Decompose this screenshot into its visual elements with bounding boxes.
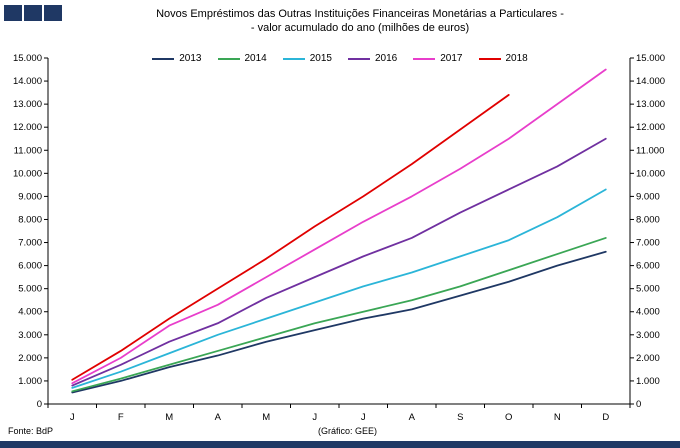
- y-tick-label-right: 8.000: [636, 214, 660, 225]
- y-tick-label-right: 0: [636, 399, 641, 410]
- legend-line-swatch: [348, 57, 370, 60]
- x-tick-label: N: [554, 412, 561, 422]
- x-tick-label: J: [70, 412, 75, 422]
- logo-square: [24, 5, 42, 21]
- y-tick-label-right: 15.000: [636, 53, 665, 64]
- y-tick-label-left: 4.000: [18, 307, 42, 318]
- series-line-2014: [71, 237, 607, 393]
- legend-line-swatch: [282, 57, 305, 60]
- y-tick-label-right: 12.000: [636, 122, 665, 133]
- y-tick-label-right: 7.000: [636, 238, 660, 249]
- y-tick-label-left: 9.000: [18, 191, 42, 202]
- y-tick-label-left: 2.000: [18, 353, 42, 364]
- x-tick-label: J: [361, 412, 366, 422]
- x-tick-label: O: [505, 412, 512, 422]
- y-tick-label-left: 6.000: [18, 261, 42, 272]
- x-tick-label: A: [409, 412, 416, 422]
- legend-line-swatch: [478, 57, 501, 60]
- y-tick-label-left: 3.000: [18, 330, 42, 341]
- legend-line-swatch: [413, 57, 436, 60]
- y-tick-label-left: 8.000: [18, 214, 42, 225]
- y-tick-label-left: 13.000: [13, 99, 42, 110]
- series-line-2018: [71, 94, 510, 381]
- legend-label: 2013: [179, 53, 202, 64]
- logo: [4, 5, 62, 21]
- source-note: Fonte: BdP: [8, 426, 54, 436]
- chart-title-line2: - valor acumulado do ano (milhões de eur…: [250, 22, 470, 34]
- y-tick-label-left: 1.000: [18, 376, 42, 387]
- y-tick-label-right: 4.000: [636, 307, 660, 318]
- legend-label: 2014: [244, 53, 267, 64]
- series-line-2013: [71, 250, 607, 394]
- series-line-2017: [71, 68, 607, 385]
- y-tick-label-right: 9.000: [636, 191, 660, 202]
- legend-label: 2015: [309, 53, 332, 64]
- line-chart: 0 0 1.000 1.000 2.000 2.000 3.000 3.000 4.000 4.0…: [13, 53, 665, 422]
- legend-item-2014: 2014: [217, 53, 267, 64]
- x-tick-label: J: [312, 412, 317, 422]
- y-tick-label-right: 2.000: [636, 353, 660, 364]
- series-line-2016: [71, 137, 607, 387]
- y-tick-label-right: 13.000: [636, 99, 665, 110]
- y-tick-label-right: 14.000: [636, 76, 665, 87]
- y-tick-label-left: 0: [37, 399, 42, 410]
- x-tick-label: A: [215, 412, 222, 422]
- legend-item-2015: 2015: [282, 53, 332, 64]
- x-tick-label: M: [165, 412, 173, 422]
- legend-item-2016: 2016: [348, 53, 397, 64]
- legend-label: 2017: [440, 53, 463, 64]
- series-line-2015: [71, 188, 607, 389]
- logo-square: [4, 5, 22, 21]
- y-tick-label-left: 5.000: [18, 284, 42, 295]
- chart-title-line1: Novos Empréstimos das Outras Instituiçõe…: [156, 8, 564, 20]
- y-tick-label-right: 11.000: [636, 145, 664, 156]
- legend-line-swatch: [152, 57, 175, 60]
- y-tick-label-left: 12.000: [13, 122, 42, 133]
- x-tick-label: M: [262, 412, 270, 422]
- y-tick-label-right: 5.000: [636, 284, 660, 295]
- legend-label: 2016: [375, 53, 398, 64]
- y-tick-label-left: 10.000: [13, 168, 42, 179]
- chart-legend: 2013 2014 2015 2016 2017 2018: [0, 53, 680, 64]
- x-tick-label: F: [118, 412, 124, 422]
- legend-item-2013: 2013: [152, 53, 202, 64]
- y-tick-label-left: 14.000: [13, 76, 42, 87]
- legend-line-swatch: [217, 57, 240, 60]
- x-tick-label: S: [457, 412, 463, 422]
- y-tick-label-right: 10.000: [636, 168, 665, 179]
- legend-label: 2018: [505, 53, 528, 64]
- credit-note: (Gráfico: GEE): [318, 426, 378, 436]
- y-tick-label-left: 7.000: [18, 238, 42, 249]
- x-tick-label: D: [602, 412, 609, 422]
- y-tick-label-left: 15.000: [13, 53, 42, 64]
- chart-title: Novos Empréstimos das Outras Instituiçõe…: [70, 7, 650, 35]
- logo-square: [44, 5, 62, 21]
- y-tick-label-right: 3.000: [636, 330, 660, 341]
- y-tick-label-right: 1.000: [636, 376, 660, 387]
- legend-item-2017: 2017: [413, 53, 463, 64]
- y-tick-label-left: 11.000: [14, 145, 42, 156]
- legend-item-2018: 2018: [478, 53, 528, 64]
- y-tick-label-right: 6.000: [636, 261, 660, 272]
- bottom-bar: [0, 441, 680, 448]
